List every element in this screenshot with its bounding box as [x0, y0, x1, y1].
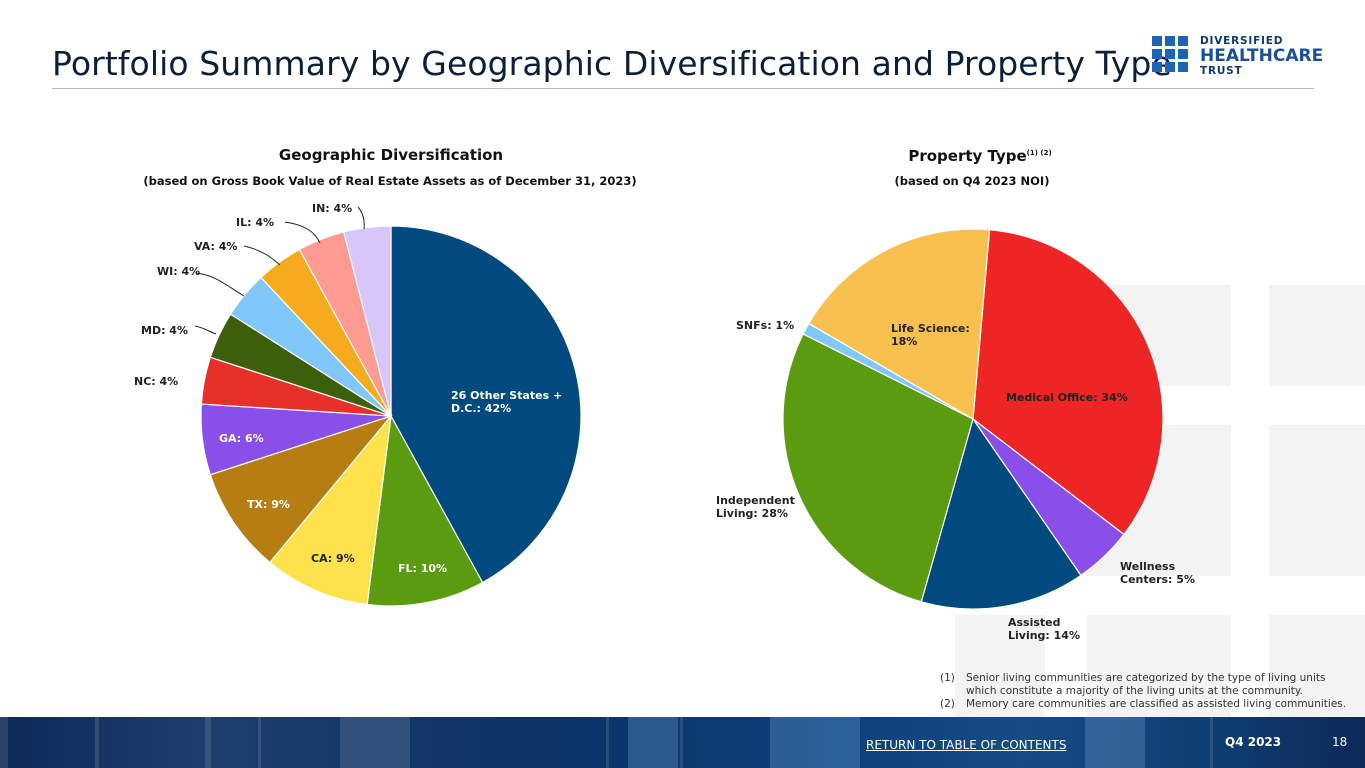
prop-label-wellness: Wellness Centers: 5% — [1120, 560, 1195, 586]
geo-label-other: 26 Other States + D.C.: 42% — [451, 389, 563, 415]
geo-slice-in — [343, 225, 392, 417]
company-logo: DIVERSIFIED HEALTHCARE TRUST — [1152, 35, 1324, 78]
geo-label-wi: WI: 4% — [157, 265, 201, 278]
prop-slice-assisted-living — [920, 417, 1082, 610]
geo-slice-tx — [209, 414, 393, 564]
property-chart-footnote-ref: (1) (2) — [1026, 149, 1052, 157]
geo-label-va: VA: 4% — [194, 240, 238, 253]
leader-line-wi — [195, 272, 245, 297]
prop-slice-medical-office — [972, 229, 1164, 536]
geo-label-tx: TX: 9% — [247, 498, 290, 511]
geo-label-ca: CA: 9% — [311, 552, 355, 565]
geo-label-nc: NC: 4% — [134, 375, 179, 388]
geo-label-ga: GA: 6% — [219, 432, 264, 445]
prop-label-medical-office: Medical Office: 34% — [1006, 391, 1128, 404]
geo-label-fl: FL: 10% — [398, 562, 448, 575]
geo-chart-title: Geographic Diversification — [278, 146, 504, 164]
prop-label-life-science: Life Science: 18% — [891, 322, 970, 348]
prop-label-snfs: SNFs: 1% — [736, 319, 795, 332]
leader-line-va — [243, 245, 281, 266]
return-to-toc-link[interactable]: RETURN TO TABLE OF CONTENTS — [866, 738, 1067, 752]
page-title: Portfolio Summary by Geographic Diversif… — [52, 44, 1172, 83]
footnote-1: (1) Senior living communities are catego… — [940, 672, 1352, 698]
footnote-2-number: (2) — [940, 698, 955, 710]
logo-line-3: TRUST — [1200, 64, 1243, 77]
property-chart-title-text: Property Type — [908, 147, 1027, 165]
prop-slice-life-science — [807, 228, 991, 420]
geo-slice-ca — [269, 414, 392, 606]
footnote-1-text: Senior living communities are categorize… — [966, 672, 1326, 697]
leader-lines — [194, 206, 365, 335]
footer-band — [0, 717, 1365, 768]
prop-label-assisted: Assisted Living: 14% — [1008, 616, 1080, 642]
geo-slice-fl — [366, 414, 484, 607]
quarter-label: Q4 2023 — [1225, 735, 1282, 749]
prop-label-independent: Independent Living: 28% — [716, 494, 795, 520]
leader-line-il — [284, 221, 321, 244]
leader-line-md — [194, 325, 217, 335]
geo-pie — [200, 225, 582, 607]
footnote-1-number: (1) — [940, 672, 955, 684]
footnote-2-text: Memory care communities are classified a… — [966, 698, 1347, 710]
footnotes: (1) Senior living communities are catego… — [940, 672, 1352, 711]
geo-label-in: IN: 4% — [312, 202, 353, 215]
logo-line-1: DIVERSIFIED — [1200, 35, 1284, 47]
logo-mark-icon — [1152, 36, 1192, 76]
property-pie — [782, 228, 1164, 610]
property-chart-subtitle: (based on Q4 2023 NOI) — [894, 174, 1050, 188]
geo-label-md: MD: 4% — [141, 324, 188, 337]
title-divider — [52, 88, 1314, 89]
leader-line-in — [357, 206, 365, 230]
geo-label-il: IL: 4% — [236, 216, 275, 229]
prop-slice-independent-living — [782, 333, 974, 603]
logo-line-2: HEALTHCARE — [1200, 45, 1324, 66]
geo-slice-26-other-states-d-c — [390, 225, 582, 584]
property-chart-title: Property Type(1) (2) — [880, 147, 1080, 165]
geo-chart-subtitle: (based on Gross Book Value of Real Estat… — [143, 174, 637, 188]
footnote-2: (2) Memory care communities are classifi… — [940, 698, 1352, 711]
page-number: 18 — [1332, 735, 1348, 749]
